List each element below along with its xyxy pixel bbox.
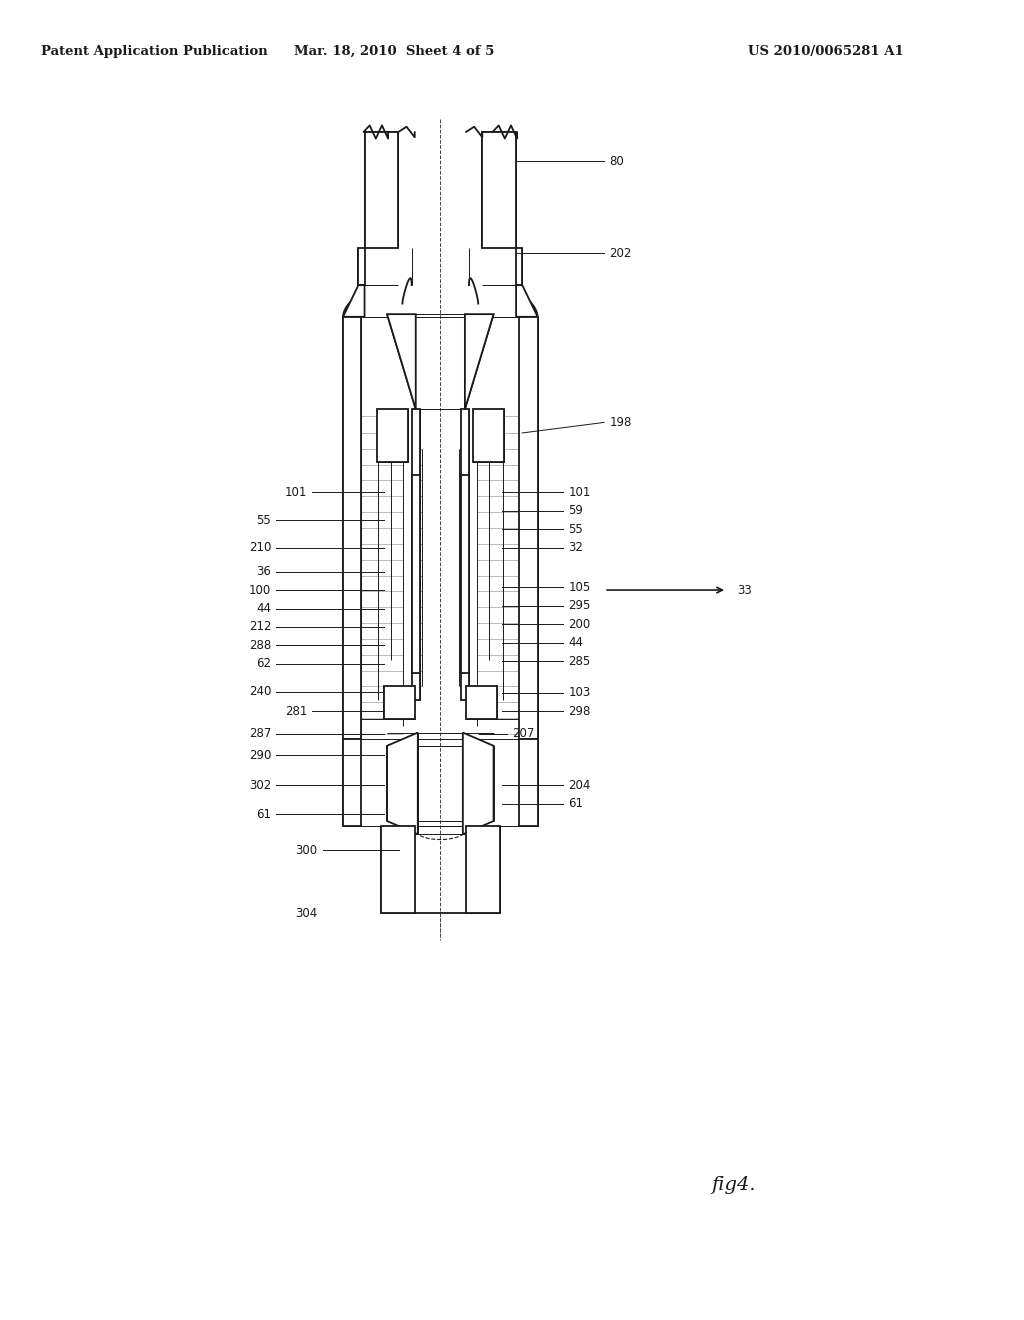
Polygon shape: [519, 739, 538, 826]
Polygon shape: [412, 475, 420, 673]
Text: 295: 295: [568, 599, 591, 612]
Polygon shape: [381, 826, 415, 913]
Text: 298: 298: [568, 705, 591, 718]
Text: 61: 61: [568, 797, 584, 810]
Polygon shape: [358, 248, 365, 285]
Polygon shape: [461, 475, 469, 673]
Text: 44: 44: [568, 636, 584, 649]
Text: 103: 103: [568, 686, 591, 700]
Polygon shape: [343, 739, 361, 826]
Text: 33: 33: [737, 583, 752, 597]
Text: Mar. 18, 2010  Sheet 4 of 5: Mar. 18, 2010 Sheet 4 of 5: [294, 45, 495, 58]
Text: 80: 80: [609, 154, 624, 168]
Text: 198: 198: [609, 416, 632, 429]
Text: 100: 100: [249, 583, 271, 597]
Text: 101: 101: [568, 486, 591, 499]
Polygon shape: [519, 317, 538, 739]
Text: 207: 207: [512, 727, 535, 741]
Polygon shape: [461, 409, 469, 700]
Text: 55: 55: [257, 513, 271, 527]
Text: 62: 62: [256, 657, 271, 671]
Text: 55: 55: [568, 523, 583, 536]
Text: 290: 290: [249, 748, 271, 762]
Polygon shape: [516, 285, 538, 317]
Polygon shape: [466, 826, 500, 913]
Polygon shape: [384, 686, 415, 719]
Polygon shape: [377, 409, 408, 462]
Text: 32: 32: [568, 541, 584, 554]
Text: 285: 285: [568, 655, 591, 668]
Polygon shape: [387, 314, 416, 409]
Text: 302: 302: [249, 779, 271, 792]
Text: Patent Application Publication: Patent Application Publication: [41, 45, 267, 58]
Text: 44: 44: [256, 602, 271, 615]
Text: US 2010/0065281 A1: US 2010/0065281 A1: [748, 45, 903, 58]
Text: 288: 288: [249, 639, 271, 652]
Polygon shape: [482, 132, 516, 248]
Text: 281: 281: [285, 705, 307, 718]
Polygon shape: [343, 285, 365, 317]
Polygon shape: [516, 248, 522, 285]
Polygon shape: [465, 314, 494, 409]
Text: 202: 202: [609, 247, 632, 260]
Text: 300: 300: [295, 843, 317, 857]
Text: 204: 204: [568, 779, 591, 792]
Polygon shape: [387, 733, 418, 834]
Polygon shape: [466, 686, 497, 719]
Text: 101: 101: [285, 486, 307, 499]
Polygon shape: [463, 733, 494, 834]
Polygon shape: [365, 132, 398, 248]
Text: 287: 287: [249, 727, 271, 741]
Text: 61: 61: [256, 808, 271, 821]
Text: 304: 304: [295, 907, 317, 920]
Text: 59: 59: [568, 504, 584, 517]
Text: 212: 212: [249, 620, 271, 634]
Polygon shape: [473, 409, 504, 462]
Text: 200: 200: [568, 618, 591, 631]
Text: 210: 210: [249, 541, 271, 554]
Polygon shape: [412, 409, 420, 700]
Polygon shape: [343, 317, 361, 739]
Text: 105: 105: [568, 581, 591, 594]
Text: 240: 240: [249, 685, 271, 698]
Text: 36: 36: [256, 565, 271, 578]
Text: fig4.: fig4.: [712, 1176, 757, 1195]
